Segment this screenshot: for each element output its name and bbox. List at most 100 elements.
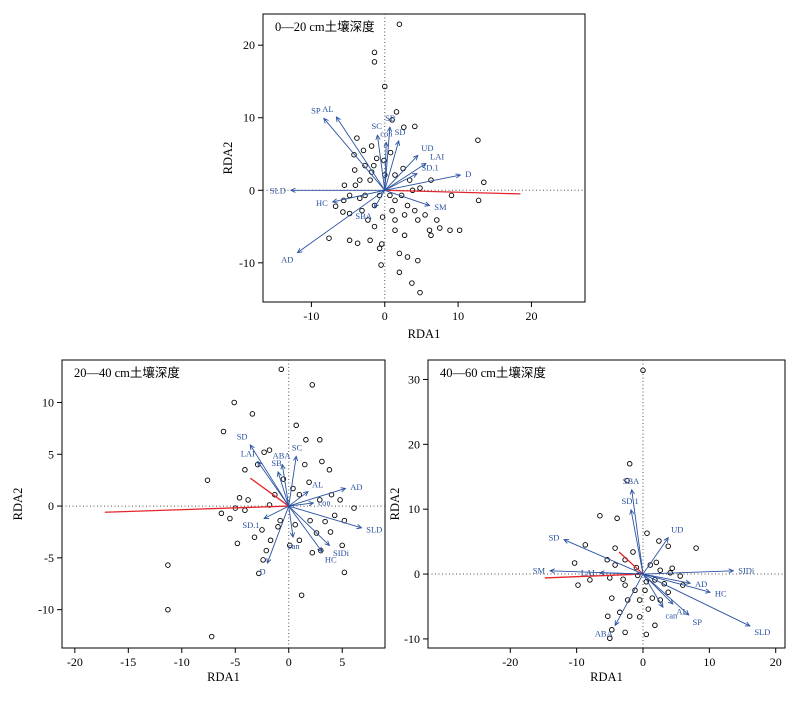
site-point xyxy=(620,576,626,582)
site-point xyxy=(302,461,308,468)
site-point xyxy=(481,179,487,186)
arrow-label: SLD xyxy=(754,627,770,637)
site-point xyxy=(582,542,589,548)
arrow-head xyxy=(303,490,309,497)
site-point xyxy=(645,606,652,612)
arrow-shaft xyxy=(631,489,644,575)
red-vector-line xyxy=(618,551,644,575)
arrow-shaft xyxy=(288,505,362,529)
arrow-head xyxy=(335,116,341,123)
site-point xyxy=(367,237,373,244)
loading-arrow-can: can xyxy=(642,573,678,620)
site-point xyxy=(379,214,386,220)
arrow-label: AD xyxy=(350,482,362,492)
site-point xyxy=(642,587,648,594)
arrow-label: ABA xyxy=(273,451,292,461)
loading-arrow-lai: LAI xyxy=(384,152,444,191)
arrow-shaft xyxy=(376,135,386,191)
arrow-head xyxy=(293,455,299,462)
arrow-label: SB xyxy=(271,458,282,468)
site-point xyxy=(296,537,303,544)
loading-arrow-sba: SBA xyxy=(623,476,644,575)
site-point xyxy=(634,572,641,579)
site-point xyxy=(656,538,662,544)
panel-title: 0—20 cm土壤深度 xyxy=(275,19,375,34)
site-point xyxy=(614,515,620,522)
arrow-head xyxy=(563,539,570,544)
site-point xyxy=(389,117,395,123)
arrow-label: SC xyxy=(372,121,383,131)
site-point xyxy=(373,155,380,162)
arrow-head xyxy=(331,198,338,204)
arrow-head xyxy=(383,141,389,148)
site-point xyxy=(267,537,274,544)
loading-arrow-sba: SBA xyxy=(355,190,386,221)
arrow-head xyxy=(412,154,419,161)
y-tick-label: -10 xyxy=(239,256,255,270)
arrow-label: AL xyxy=(312,480,323,490)
site-point xyxy=(456,227,463,233)
arrow-shaft xyxy=(384,189,430,206)
site-point xyxy=(340,209,346,215)
arrow-head xyxy=(412,173,418,178)
site-point xyxy=(309,549,316,556)
y-tick-label: 20 xyxy=(408,437,420,451)
arrow-label: SIDi xyxy=(333,548,350,558)
arrow-shaft xyxy=(288,491,309,507)
site-point xyxy=(371,59,378,65)
x-tick-label: 0 xyxy=(640,655,646,669)
red-vector-line xyxy=(249,477,290,507)
arrow-head xyxy=(728,568,735,574)
site-point xyxy=(367,177,373,183)
arrow-label: UD xyxy=(671,525,683,535)
loading-arrow-sd: SD xyxy=(384,127,405,191)
y-tick-label: -10 xyxy=(38,603,54,617)
site-point xyxy=(359,207,365,214)
y-tick-label: 10 xyxy=(42,395,54,409)
arrow-head xyxy=(263,514,270,519)
site-point xyxy=(278,366,285,373)
loading-arrow-sb: SB xyxy=(271,458,290,507)
site-point xyxy=(665,543,671,549)
site-point xyxy=(382,83,388,90)
loading-arrow-hc: HC xyxy=(642,573,727,599)
loading-arrow-ad: AD xyxy=(281,189,386,265)
arrow-head xyxy=(289,187,296,193)
site-point xyxy=(306,479,312,485)
loading-arrow-sd1: SD.1 xyxy=(622,496,644,575)
site-point xyxy=(326,467,333,473)
arrow-label: HC xyxy=(325,555,337,565)
plot-frame xyxy=(61,359,386,649)
y-tick-label: -5 xyxy=(44,551,54,565)
site-point xyxy=(404,202,411,209)
arrow-shaft xyxy=(384,173,418,191)
arrow-label: can xyxy=(665,610,678,620)
site-point xyxy=(396,250,403,257)
arrow-shaft xyxy=(281,464,290,507)
site-point xyxy=(317,497,323,503)
arrow-label: AD xyxy=(281,255,293,265)
arrow-shaft xyxy=(266,505,290,564)
arrow-shaft xyxy=(599,572,644,575)
arrow-label: SD.1 xyxy=(622,496,639,506)
site-point xyxy=(319,458,325,465)
site-point xyxy=(417,289,423,296)
arrow-head xyxy=(266,558,272,565)
site-point xyxy=(165,562,171,568)
arrow-shaft xyxy=(297,189,386,254)
arrow-shaft xyxy=(249,444,290,507)
site-point xyxy=(401,124,407,130)
y-tick-label: -10 xyxy=(404,632,420,646)
rda-panel-3: SBA SD.1 SD UD SM LAI SIDi AD HC SLD AL SP can ABA -20… xyxy=(388,359,786,684)
loading-arrow-con: con xyxy=(288,497,331,507)
arrow-shaft xyxy=(263,505,289,519)
site-point xyxy=(693,545,699,551)
site-point xyxy=(365,217,371,223)
site-point xyxy=(204,477,211,483)
site-point xyxy=(605,613,611,619)
x-tick-label: 0 xyxy=(286,655,292,669)
site-point xyxy=(389,207,395,214)
site-point xyxy=(296,491,303,498)
arrow-label: D xyxy=(259,567,265,577)
